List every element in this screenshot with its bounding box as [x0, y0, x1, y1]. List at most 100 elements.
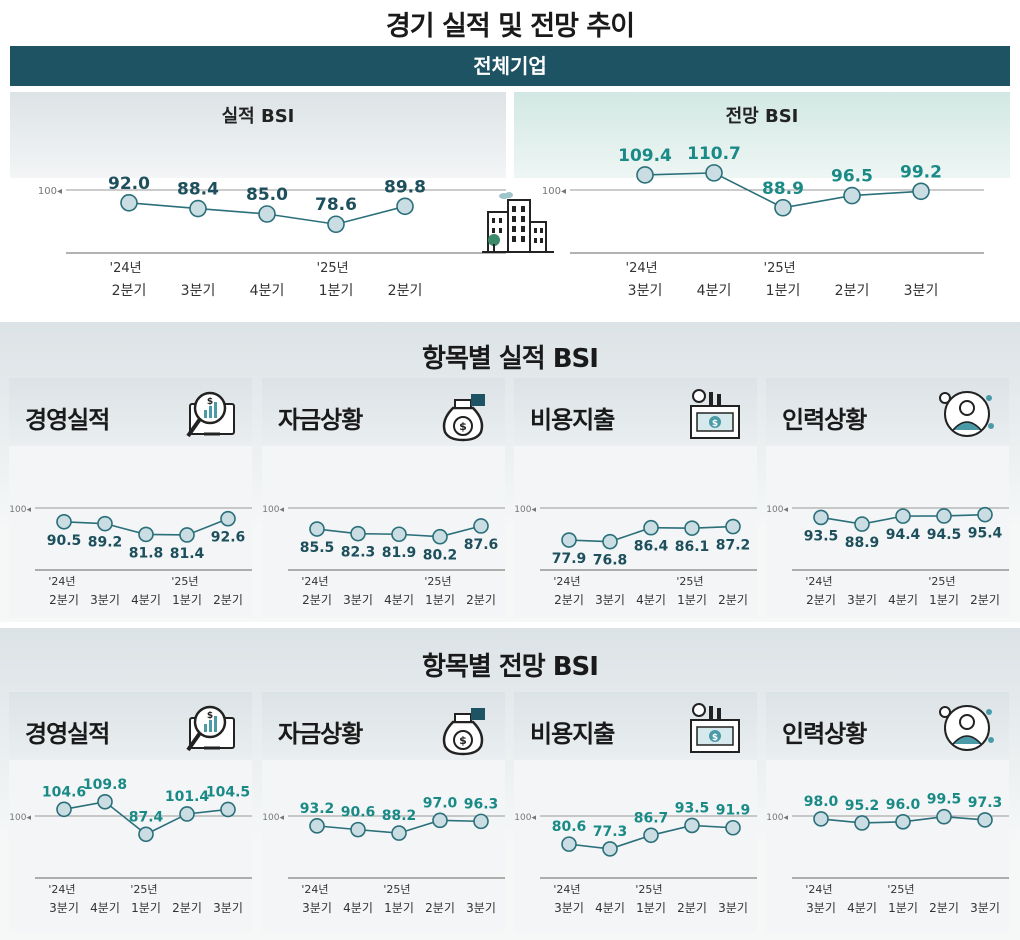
money-bag-icon: $: [442, 708, 485, 756]
tick-quarter-label: 3분기: [466, 901, 496, 915]
data-label: 87.2: [716, 538, 751, 554]
reference-label: 100◂: [542, 186, 566, 197]
tick-quarter-label: 3분기: [49, 901, 79, 915]
data-label: 92.0: [108, 174, 150, 194]
data-point: [636, 166, 654, 184]
tick-quarter-label: 1분기: [131, 901, 161, 915]
tick-quarter-label: 4분기: [250, 283, 285, 299]
tick-quarter-label: 3분기: [718, 901, 748, 915]
data-point: [895, 508, 911, 524]
reference-label: 100◂: [38, 186, 62, 197]
data-point: [684, 817, 700, 834]
svg-text:$: $: [207, 397, 213, 407]
tick-year-label: '24년: [626, 261, 658, 276]
tick-year-label: '25년: [764, 261, 796, 276]
outlook-bsi-panel: 전망 BSI 100◂ 109.4'24년 3분기 110.7 4분기 88.9'25년 1…: [514, 92, 1010, 312]
data-point: [220, 801, 236, 818]
data-label: 95.2: [845, 798, 880, 814]
tick-quarter-label: 4분기: [888, 593, 918, 607]
data-point: [350, 821, 366, 838]
item-line-chart: 100◂ 93.2 '24년 3분기 90.6 4분기 88.2 '25년 1분기 97.0 2분기…: [262, 795, 505, 915]
data-label: 86.4: [634, 539, 669, 555]
card-title: 비용지출: [530, 720, 615, 748]
data-point: [977, 506, 993, 523]
item-card-factory-money: 비용지출 $100◂ 77.9 '24년 2분기 76.8 3분기 86.4 4분기 86.1 '2…: [514, 378, 757, 618]
data-point: [309, 521, 325, 537]
data-point: [189, 199, 207, 218]
data-point: [561, 836, 577, 852]
tick-quarter-label: 4분기: [595, 901, 625, 915]
tick-quarter-label: 2분기: [49, 593, 79, 607]
data-point: [473, 518, 489, 534]
performance-bsi-chart: 100◂ 92.0 '24년 2분기 88.4 3분기 85.0 4분기 78.6 '25년 1분기…: [38, 174, 506, 299]
data-label: 101.4: [165, 789, 210, 805]
data-point: [391, 825, 407, 841]
tick-quarter-label: 3분기: [554, 901, 584, 915]
card-title: 인력상황: [782, 720, 867, 748]
tick-quarter-label: 1분기: [677, 593, 707, 607]
tick-year-label: '25년: [887, 883, 914, 896]
data-label: 110.7: [687, 144, 741, 164]
data-point: [561, 532, 577, 548]
data-label: 96.0: [886, 797, 921, 813]
tick-year-label: '25년: [928, 575, 955, 588]
tick-quarter-label: 2분기: [806, 593, 836, 607]
data-point: [643, 827, 659, 844]
tick-quarter-label: 1분기: [384, 901, 414, 915]
data-point: [936, 508, 952, 524]
card-title: 자금상황: [278, 720, 363, 748]
reference-label: 100◂: [514, 505, 536, 515]
tick-quarter-label: 3분기: [181, 283, 216, 299]
tick-quarter-label: 4분기: [343, 901, 373, 915]
data-label: 93.5: [675, 800, 710, 816]
overall-banner: 전체기업: [10, 46, 1010, 86]
data-label: 89.8: [384, 177, 426, 197]
tick-quarter-label: 4분기: [636, 593, 666, 607]
item-card-magnifier-chart: 경영실적 $100◂ 104.6 '24년 3분기 109.8 4분기 87.4 '25년 1분기…: [9, 692, 252, 932]
data-label: 88.2: [382, 808, 417, 824]
tick-quarter-label: 1분기: [172, 593, 202, 607]
card-title: 인력상황: [782, 406, 867, 434]
data-label: 96.5: [831, 167, 873, 187]
tick-quarter-label: 4분기: [384, 593, 414, 607]
tick-year-label: '24년: [48, 575, 75, 588]
magnifier-chart-icon: $: [186, 391, 235, 438]
data-label: 87.6: [464, 537, 499, 553]
reference-label: 100◂: [514, 813, 536, 823]
data-point: [602, 841, 618, 857]
data-point: [391, 526, 407, 543]
factory-money-icon: $: [690, 389, 740, 439]
data-point: [602, 533, 618, 550]
data-point: [56, 513, 72, 530]
svg-text:$: $: [712, 733, 718, 743]
data-label: 86.1: [675, 539, 710, 555]
data-label: 78.6: [315, 195, 357, 215]
tick-quarter-label: 1분기: [888, 901, 918, 915]
item-card-money-bag: 자금상황 $100◂ 85.5 '24년 2분기 82.3 3분기 81.9 4분기 80.2 '2…: [262, 378, 505, 618]
data-label: 86.7: [634, 810, 669, 826]
tick-quarter-label: 1분기: [766, 283, 801, 299]
data-point: [258, 205, 276, 223]
data-point: [473, 813, 489, 830]
tick-quarter-label: 1분기: [929, 593, 959, 607]
data-label: 77.9: [552, 551, 587, 567]
data-label: 88.9: [845, 535, 880, 551]
data-point: [684, 520, 700, 536]
data-point: [220, 510, 236, 527]
card-title: 자금상황: [278, 406, 363, 434]
performance-panel-bg: [10, 92, 506, 178]
data-point: [97, 515, 113, 532]
data-point: [432, 528, 448, 545]
worker-network-icon: [939, 705, 994, 751]
tick-quarter-label: 3분기: [970, 901, 1000, 915]
reference-label: 100◂: [9, 813, 31, 823]
data-label: 87.4: [129, 809, 164, 825]
data-label: 97.3: [968, 795, 1003, 811]
item-line-chart: 100◂ 85.5 '24년 2분기 82.3 3분기 81.9 4분기 80.2 '25년 1분기…: [262, 505, 505, 607]
data-label: 89.2: [88, 535, 123, 551]
data-label: 104.5: [206, 784, 250, 800]
data-label: 90.5: [47, 533, 82, 549]
tick-year-label: '24년: [805, 883, 832, 896]
outlook-panel-title: 전망 BSI: [725, 106, 799, 127]
tick-quarter-label: 1분기: [636, 901, 666, 915]
